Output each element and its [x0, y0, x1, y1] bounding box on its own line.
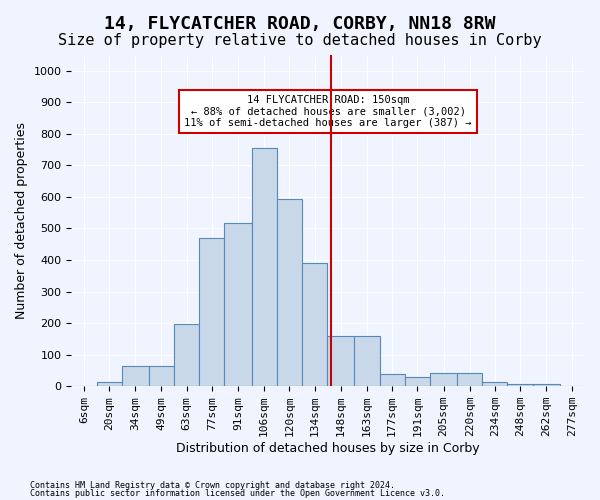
Bar	[251, 148, 277, 386]
Bar	[224, 223, 251, 386]
Bar	[405, 378, 430, 386]
Bar	[354, 336, 380, 386]
Bar	[327, 336, 354, 386]
Bar	[457, 373, 482, 386]
Bar	[277, 198, 302, 386]
X-axis label: Distribution of detached houses by size in Corby: Distribution of detached houses by size …	[176, 442, 480, 455]
Bar	[380, 374, 405, 386]
Bar	[533, 384, 560, 386]
Text: 14, FLYCATCHER ROAD, CORBY, NN18 8RW: 14, FLYCATCHER ROAD, CORBY, NN18 8RW	[104, 15, 496, 33]
Bar	[122, 366, 149, 386]
Text: Size of property relative to detached houses in Corby: Size of property relative to detached ho…	[58, 32, 542, 48]
Bar	[482, 382, 508, 386]
Bar	[97, 382, 122, 386]
Bar	[508, 384, 533, 386]
Text: 14 FLYCATCHER ROAD: 150sqm
← 88% of detached houses are smaller (3,002)
11% of s: 14 FLYCATCHER ROAD: 150sqm ← 88% of deta…	[184, 94, 472, 128]
Text: Contains HM Land Registry data © Crown copyright and database right 2024.: Contains HM Land Registry data © Crown c…	[30, 481, 395, 490]
Bar	[149, 366, 174, 386]
Bar	[302, 263, 327, 386]
Bar	[199, 238, 224, 386]
Bar	[174, 324, 199, 386]
Text: Contains public sector information licensed under the Open Government Licence v3: Contains public sector information licen…	[30, 488, 445, 498]
Y-axis label: Number of detached properties: Number of detached properties	[15, 122, 28, 319]
Bar	[430, 373, 457, 386]
